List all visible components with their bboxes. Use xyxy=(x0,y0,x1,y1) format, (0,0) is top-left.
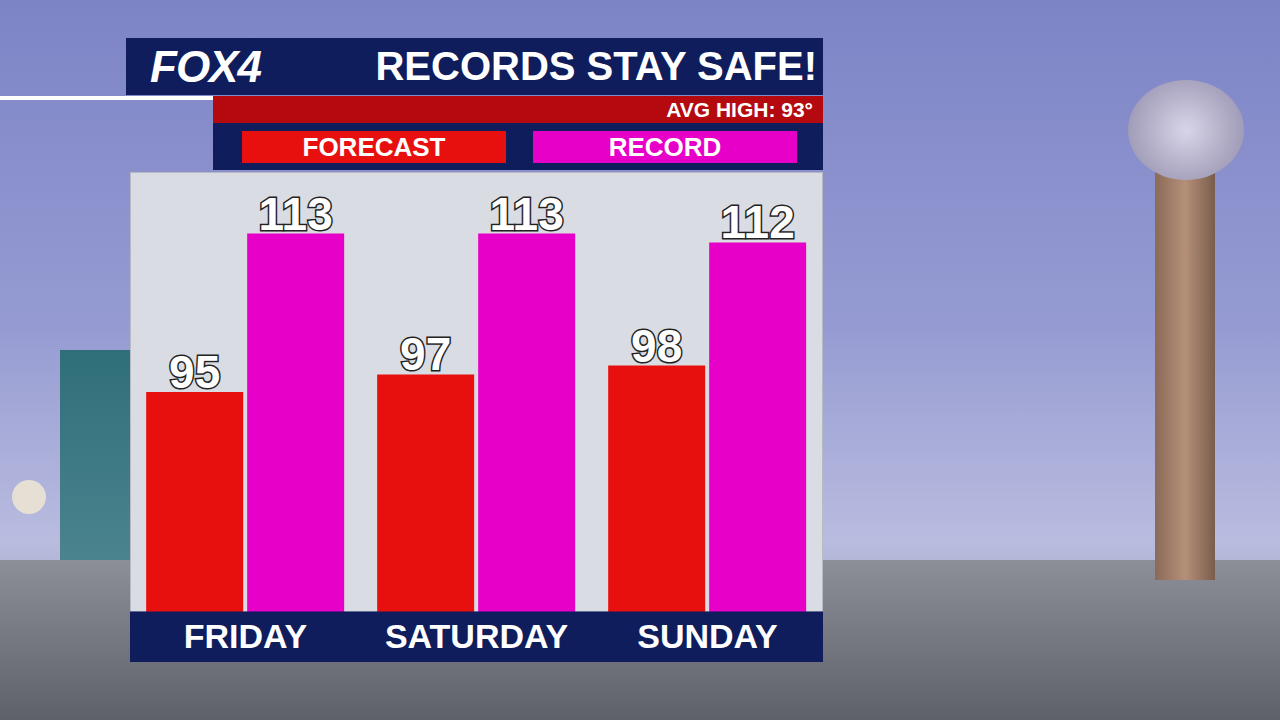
svg-text:SUNDAY: SUNDAY xyxy=(637,617,778,655)
svg-text:FRIDAY: FRIDAY xyxy=(184,617,308,655)
svg-text:98: 98 xyxy=(631,320,682,372)
html-text:FOX4: FOX4 xyxy=(150,42,261,91)
html-text:RECORDS STAY SAFE!: RECORDS STAY SAFE! xyxy=(375,44,817,88)
svg-text:113: 113 xyxy=(259,188,333,240)
html-text:FORECAST: FORECAST xyxy=(302,132,446,162)
svg-text:95: 95 xyxy=(169,346,220,398)
svg-text:113: 113 xyxy=(490,188,564,240)
svg-text:97: 97 xyxy=(400,328,451,380)
html-text:RECORD: RECORD xyxy=(608,132,722,162)
svg-text:112: 112 xyxy=(721,196,795,248)
html-text:AVG HIGH: 93°: AVG HIGH: 93° xyxy=(666,98,813,121)
svg-text:SATURDAY: SATURDAY xyxy=(385,617,569,655)
